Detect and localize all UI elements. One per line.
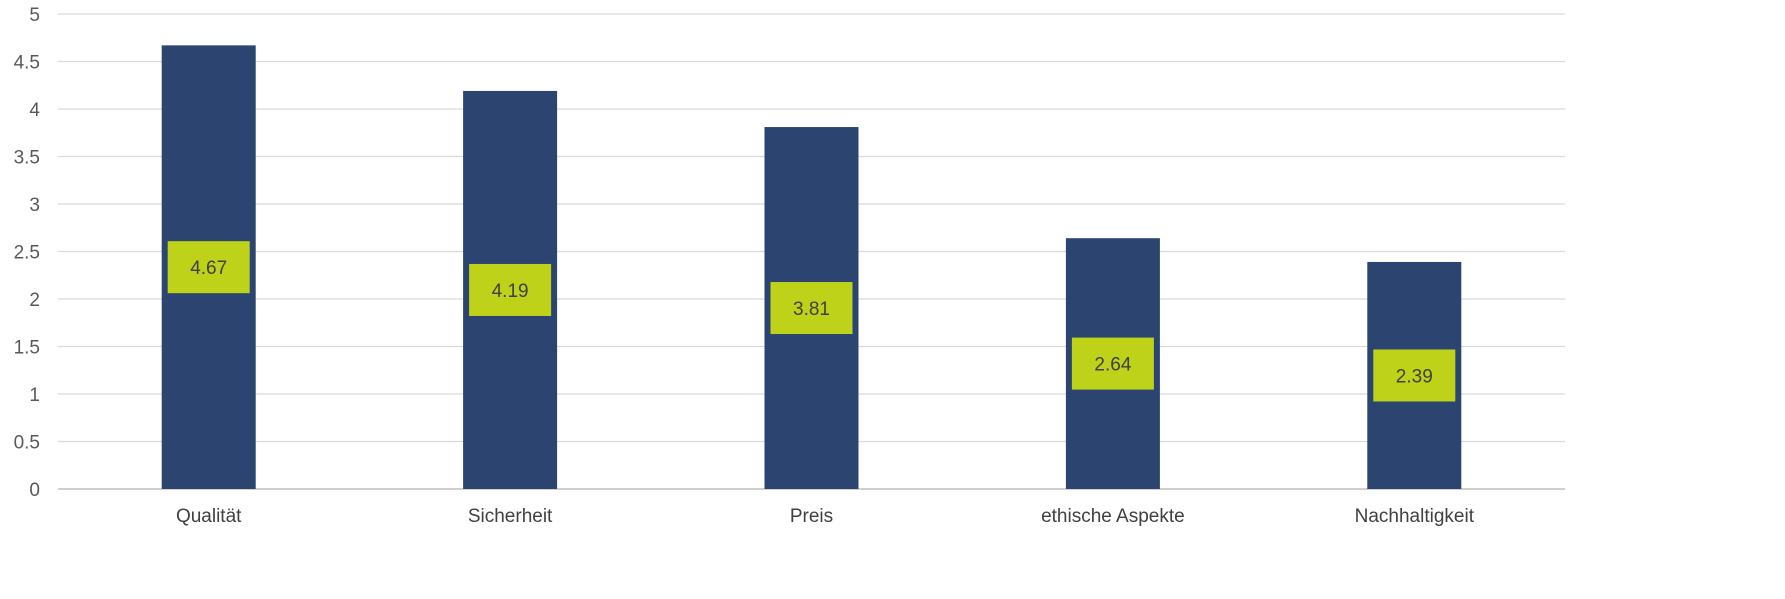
data-label-box	[167, 241, 250, 294]
category-label: Preis	[790, 506, 833, 527]
y-tick-label: 4	[29, 100, 40, 121]
y-axis-ticks: 0 0.5 1 1.5 2 2.5 3 3.5 4 4.5 5	[14, 5, 41, 501]
data-label: 2.64	[1094, 355, 1131, 376]
y-tick-label: 2	[29, 290, 40, 311]
y-tick-label: 5	[29, 5, 40, 26]
y-tick-label: 1	[29, 385, 40, 406]
y-tick-label: 0	[29, 480, 40, 501]
category-label: Nachhaltigkeit	[1355, 506, 1475, 527]
y-tick-label: 2.5	[14, 243, 40, 264]
y-tick-label: 3.5	[14, 148, 40, 169]
y-tick-label: 3	[29, 195, 40, 216]
x-axis-labels: Qualität Sicherheit Preis ethische Aspekte N…	[176, 506, 1475, 527]
y-tick-label: 1.5	[14, 338, 40, 359]
bars: 4.67 4.19 3.81 2.64 2.39	[161, 45, 1462, 490]
category-label: Qualität	[176, 506, 242, 527]
y-tick-label: 4.5	[14, 53, 40, 74]
data-label-box	[770, 282, 853, 335]
category-label: ethische Aspekte	[1041, 506, 1185, 527]
data-label: 2.39	[1396, 366, 1433, 387]
data-label: 4.19	[492, 281, 529, 302]
data-label: 3.81	[793, 299, 830, 320]
data-label: 4.67	[190, 258, 227, 279]
data-label-box	[469, 263, 552, 316]
data-label-box	[1373, 349, 1456, 402]
y-tick-label: 0.5	[14, 433, 40, 454]
data-label-box	[1071, 337, 1154, 390]
category-label: Sicherheit	[468, 506, 553, 527]
